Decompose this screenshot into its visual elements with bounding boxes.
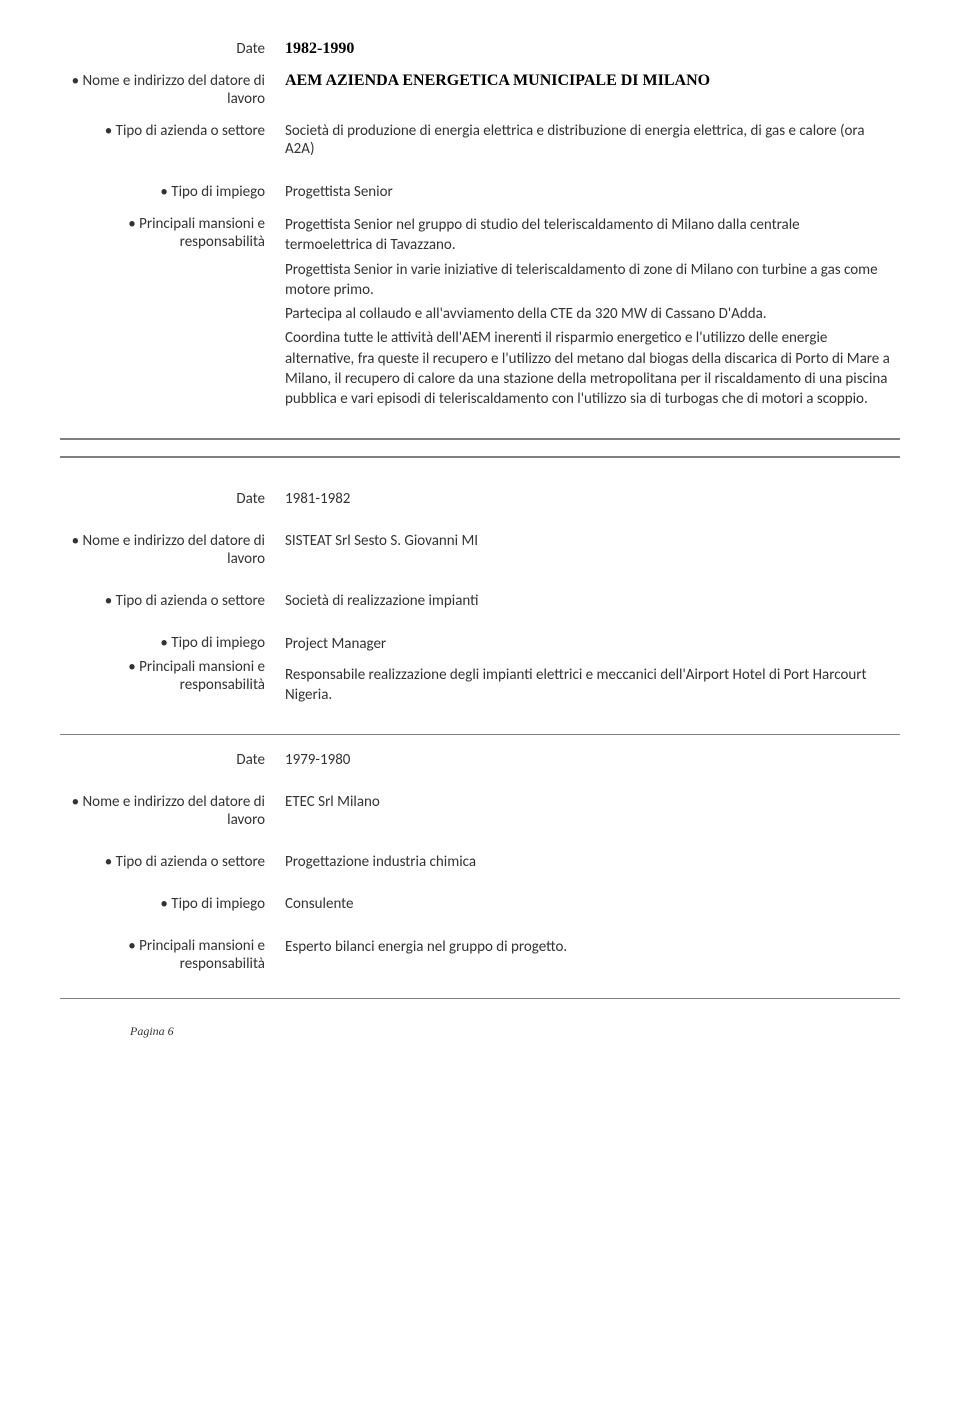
- duty-item: Coordina tutte le attività dell'AEM iner…: [285, 328, 890, 409]
- duty-item: Progettista Senior nel gruppo di studio …: [285, 215, 890, 256]
- cv-entry: Date 1981-1982 • Nome e indirizzo del da…: [60, 474, 900, 709]
- cv-entry-body: • Tipo di impiego Progettista Senior • P…: [60, 183, 900, 413]
- employer-label: • Nome e indirizzo del datore di lavoro: [72, 72, 265, 108]
- role-label: • Tipo di impiego: [160, 895, 265, 913]
- date-value: 1982-1990: [285, 40, 354, 57]
- employer-label: • Nome e indirizzo del datore di lavoro: [72, 532, 265, 568]
- duties-label: • Principali mansioni e responsabilità: [128, 215, 265, 251]
- sector-label: • Tipo di azienda o settore: [105, 122, 265, 140]
- sector-label: • Tipo di azienda o settore: [105, 592, 265, 610]
- employer-label: • Nome e indirizzo del datore di lavoro: [72, 793, 265, 829]
- duties-label: • Principali mansioni e responsabilità: [128, 937, 265, 973]
- cv-entry: Date 1982-1990 • Nome e indirizzo del da…: [60, 40, 900, 158]
- section-divider: [60, 456, 900, 458]
- duties-value: Progettista Senior nel gruppo di studio …: [285, 215, 900, 413]
- duty-item: Responsabile realizzazione degli impiant…: [285, 665, 890, 706]
- role-value: Project Manager: [285, 634, 890, 654]
- section-divider: [60, 438, 900, 440]
- cv-entry: Date 1979-1980 • Nome e indirizzo del da…: [60, 751, 900, 973]
- employer-value: SISTEAT Srl Sesto S. Giovanni MI: [285, 532, 478, 550]
- employer-value: AEM AZIENDA ENERGETICA MUNICIPALE DI MIL…: [285, 72, 710, 89]
- duty-item: Progettista Senior in varie iniziative d…: [285, 260, 890, 301]
- page-footer: Pagina 6: [130, 1024, 900, 1039]
- duty-item: Partecipa al collaudo e all'avviamento d…: [285, 304, 890, 324]
- sector-value: Società di realizzazione impianti: [285, 592, 479, 610]
- section-divider: [60, 734, 900, 735]
- date-label: Date: [236, 40, 265, 58]
- role-label: • Tipo di impiego: [160, 183, 265, 201]
- employer-value: ETEC Srl Milano: [285, 793, 380, 811]
- date-label: Date: [236, 490, 265, 508]
- sector-value: Società di produzione di energia elettri…: [285, 122, 865, 158]
- date-value: 1981-1982: [285, 490, 350, 508]
- date-value: 1979-1980: [285, 751, 350, 769]
- sector-label: • Tipo di azienda o settore: [105, 853, 265, 871]
- section-divider: [60, 998, 900, 999]
- date-label: Date: [236, 751, 265, 769]
- role-value: Consulente: [285, 895, 354, 913]
- duty-item: Esperto bilanci energia nel gruppo di pr…: [285, 938, 567, 956]
- sector-value: Progettazione industria chimica: [285, 853, 476, 871]
- duties-label: • Principali mansioni e responsabilità: [60, 658, 265, 694]
- role-value: Progettista Senior: [285, 183, 393, 201]
- role-label: • Tipo di impiego: [60, 634, 265, 652]
